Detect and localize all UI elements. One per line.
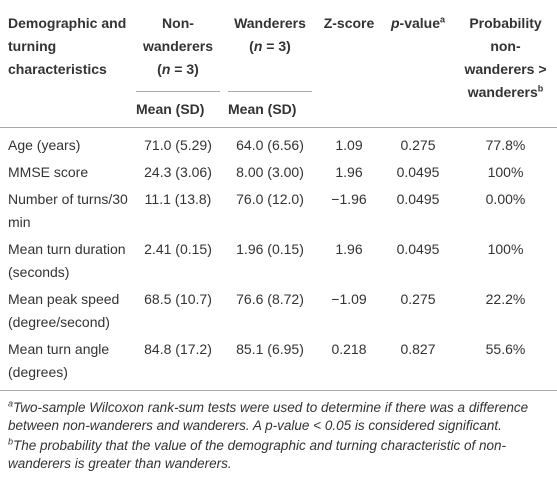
table-cell: 0.218 [331,341,367,357]
table-cell: 1.96 (0.15) [236,241,304,257]
row-label: Age (years) [8,137,81,153]
table-cell: 55.6% [485,341,526,357]
table-cell: 2.41 (0.15) [144,241,212,257]
header-text: p [390,15,400,31]
table-cell: 76.0 (12.0) [236,191,304,207]
row-label: Mean turn duration (seconds) [8,241,126,280]
header-row: Demographic and turning characteristics … [0,8,557,100]
header-cell: Demographic and turning characteristics [8,15,127,77]
header-cell: Probability non-wanderers > wanderersb [454,8,557,128]
table-cell: 76.6 (8.72) [236,291,304,307]
table-cell: 100% [487,164,524,180]
row-label: Mean turn angle (degrees) [8,341,110,380]
row-label: Number of turns/30 min [8,191,128,230]
page: Demographic and turning characteristics … [0,8,557,487]
table-cell: 0.0495 [396,241,440,257]
header-text: -value [399,15,440,31]
table-row: Mean peak speed (degree/second) 68.5 (10.… [0,286,557,336]
table-row: Number of turns/30 min 11.1 (13.8) 76.0 (1… [0,186,557,236]
table-cell: 0.00% [485,191,526,207]
header-text: = 3) [170,61,199,77]
table-cell: −1.96 [331,191,367,207]
header-cell: Z-score [323,15,375,31]
subheader-text: Mean (SD) [136,91,220,121]
table-cell: 0.275 [400,291,436,307]
subheader-cell: Mean (SD) [132,85,224,128]
header-text: ( [157,61,162,77]
table-cell: 1.96 [335,164,363,180]
row-label: Mean peak speed (degree/second) [8,291,120,330]
table-row: Age (years) 71.0 (5.29) 64.0 (6.56) 1.09 0.2… [0,128,557,160]
table-cell: 71.0 (5.29) [144,137,212,153]
table-cell: 0.0495 [396,191,440,207]
header-text: Wanderers [234,15,306,31]
table-row: Mean turn angle (degrees) 84.8 (17.2) 85.1… [0,336,557,391]
table-cell: −1.09 [331,291,367,307]
footnote-mark: a [8,398,14,409]
table-cell: 84.8 (17.2) [144,341,212,357]
header-text: Non-wanderers [142,15,214,54]
data-table: Demographic and turning characteristics … [0,8,557,391]
subheader-cell: Mean (SD) [224,85,316,128]
table-cell: 0.275 [400,137,436,153]
header-text: n [253,38,263,54]
footnote-mark: a [440,14,446,25]
footnote: aTwo-sample Wilcoxon rank-sum tests were… [8,399,549,435]
subheader-text: Mean (SD) [228,91,312,121]
table-cell: 8.00 (3.00) [236,164,304,180]
table-cell: 100% [487,241,524,257]
table-cell: 0.827 [400,341,436,357]
row-label: MMSE score [8,164,89,180]
footnote: bThe probability that the value of the d… [8,437,549,473]
table-cell: 1.09 [335,137,363,153]
header-cell: p-valuea [382,8,454,128]
table-cell: 85.1 (6.95) [236,341,304,357]
footnote-mark: b [537,83,544,94]
footnote-text: Two-sample Wilcoxon rank-sum tests were … [8,400,529,433]
table-body: Age (years) 71.0 (5.29) 64.0 (6.56) 1.09 0.2… [0,128,557,391]
subheader-row: Mean (SD) Mean (SD) [0,85,557,128]
header-cell: Non-wanderers (n = 3) [132,8,224,85]
table-cell: 1.96 [335,241,363,257]
table-cell: 24.3 (3.06) [144,164,212,180]
table-cell: 0.0495 [396,164,440,180]
header-cell: Wanderers (n = 3) [224,8,316,85]
header-text: = 3) [262,38,291,54]
table-row: MMSE score 24.3 (3.06) 8.00 (3.00) 1.96 0.04… [0,159,557,186]
footnotes: aTwo-sample Wilcoxon rank-sum tests were… [0,391,557,473]
footnote-text: The probability that the value of the de… [8,438,507,471]
table-cell: 11.1 (13.8) [144,191,212,207]
table-cell: 77.8% [485,137,526,153]
footnote-mark: b [8,436,14,447]
table-cell: 64.0 (6.56) [236,137,304,153]
table-cell: 22.2% [485,291,526,307]
header-text: ( [249,38,254,54]
table-header: Demographic and turning characteristics … [0,8,557,128]
header-text: n [161,61,171,77]
header-text: Probability non-wanderers > wanderers [464,15,547,100]
table-row: Mean turn duration (seconds) 2.41 (0.15) 1… [0,236,557,286]
table-cell: 68.5 (10.7) [144,291,212,307]
